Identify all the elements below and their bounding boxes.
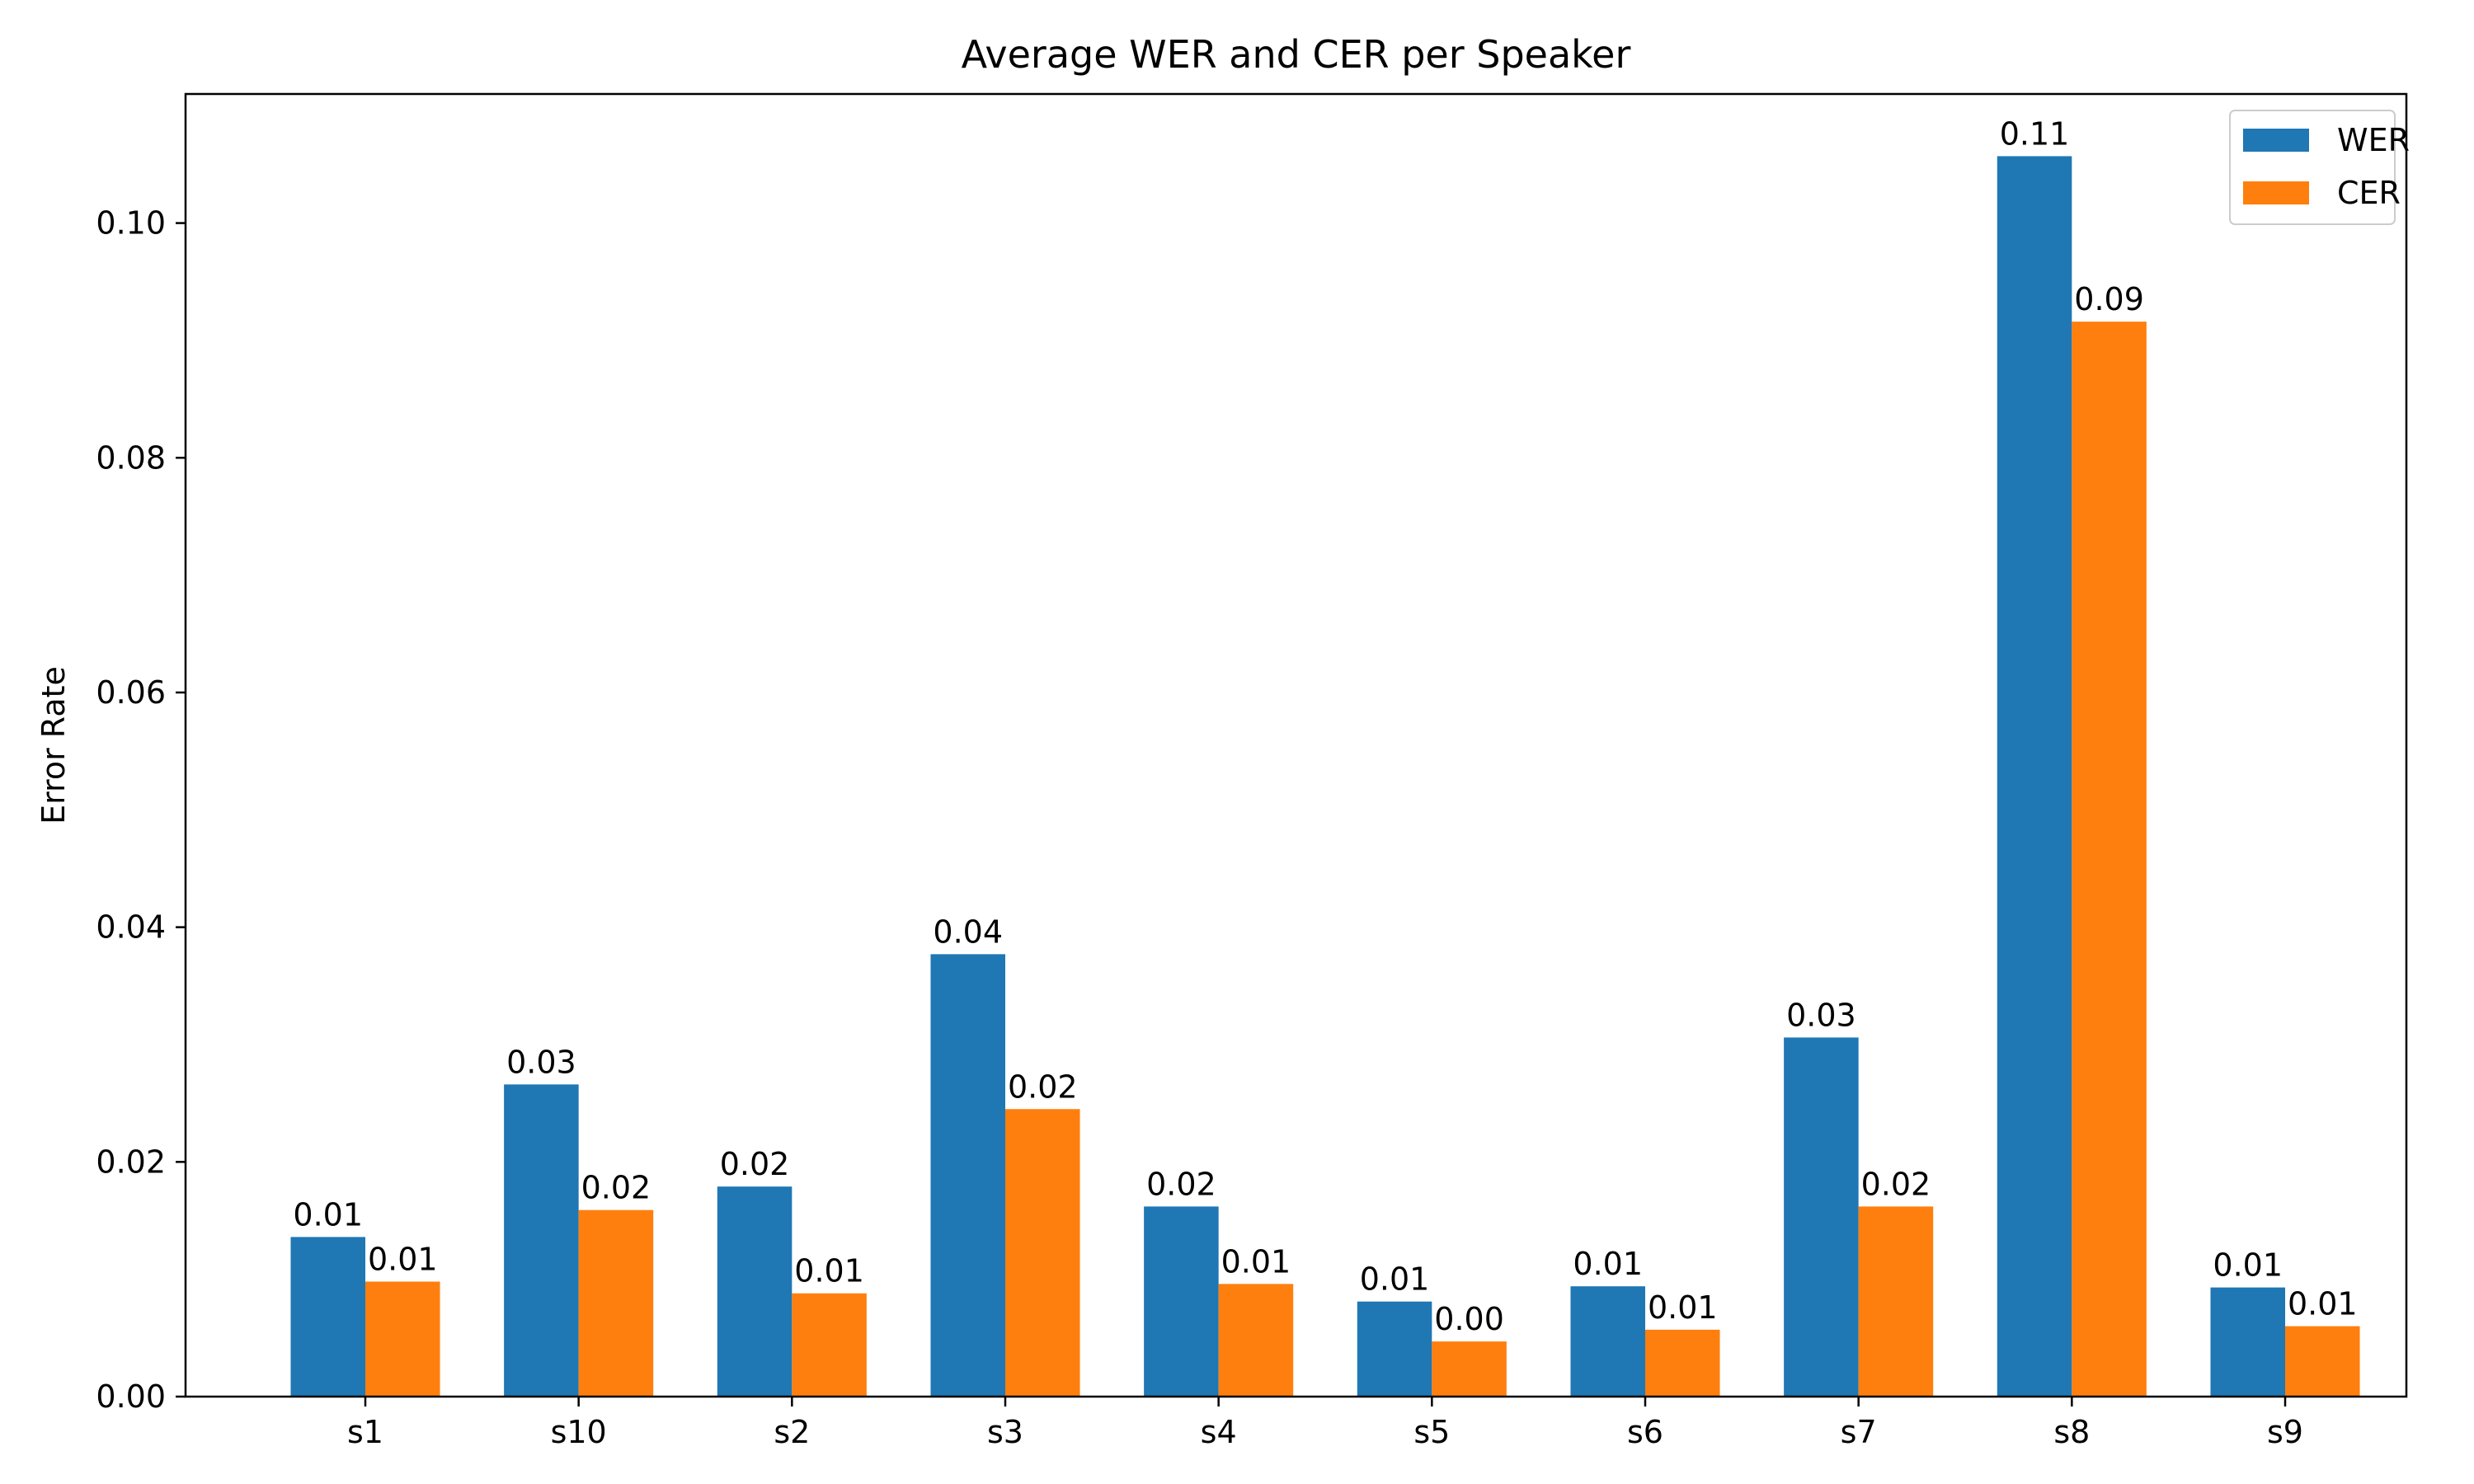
y-tick-label: 0.08: [96, 439, 166, 476]
bar-wer-s8: [1997, 156, 2072, 1397]
legend-swatch-cer: [2243, 181, 2309, 204]
bar-value-label: 0.01: [2288, 1286, 2358, 1322]
bar-wer-s1: [290, 1237, 365, 1397]
bar-cer-s7: [1858, 1206, 1934, 1397]
x-tick-label: s6: [1627, 1414, 1663, 1450]
bar-value-label: 0.03: [1786, 997, 1856, 1033]
bar-value-label: 0.01: [2213, 1247, 2283, 1284]
y-tick-label: 0.02: [96, 1144, 166, 1180]
legend: WER CER: [2229, 110, 2410, 225]
bar-value-label: 0.00: [1434, 1301, 1504, 1337]
bar-value-label: 0.02: [720, 1146, 790, 1182]
bar-wer-s9: [2210, 1287, 2285, 1397]
y-tick-label: 0.00: [96, 1378, 166, 1415]
bar-value-label: 0.01: [293, 1196, 363, 1233]
x-tick-label: s9: [2267, 1414, 2303, 1450]
plot-frame: [184, 92, 2408, 1398]
bar-value-labels: 0.010.030.020.040.020.01 0.010.030.110.01…: [293, 115, 2357, 1337]
bar-cer-s1: [365, 1281, 440, 1397]
bar-value-label: 0.11: [2000, 115, 2070, 152]
bar-value-label: 0.01: [368, 1242, 438, 1278]
y-tick-label: 0.06: [96, 674, 166, 711]
x-tick-label: s10: [551, 1414, 607, 1450]
x-tick-label: s3: [987, 1414, 1023, 1450]
bar-value-label: 0.02: [1861, 1166, 1931, 1202]
bar-value-label: 0.03: [506, 1044, 576, 1080]
bar-wer-s10: [504, 1084, 579, 1397]
chart-title: Average WER and CER per Speaker: [962, 32, 1631, 77]
bar-wer-s3: [930, 954, 1005, 1397]
y-tick-label: 0.04: [96, 909, 166, 946]
legend-label-cer: CER: [2337, 175, 2401, 211]
bar-cer-s5: [1432, 1341, 1507, 1397]
bar-value-label: 0.02: [1146, 1166, 1216, 1202]
x-tick-label: s2: [774, 1414, 810, 1450]
legend-swatch-wer: [2243, 129, 2309, 152]
bar-value-label: 0.01: [1573, 1246, 1643, 1282]
y-axis-label: Error Rate: [35, 666, 72, 824]
bar-cer-s2: [792, 1293, 867, 1397]
bar-cer-s8: [2072, 322, 2147, 1397]
bar-wer-s6: [1570, 1286, 1645, 1397]
legend-label-wer: WER: [2337, 122, 2410, 158]
axes-group: 0.00 0.02 0.04 0.06 0.08 0.10 s1 s10 s2 s3 s4 s5 s6 s…: [96, 92, 2408, 1450]
bar-cer-s9: [2285, 1326, 2360, 1397]
y-tick-label: 0.10: [96, 205, 166, 242]
x-tick-label: s5: [1413, 1414, 1450, 1450]
x-tick-label: s4: [1201, 1414, 1237, 1450]
bar-value-label: 0.02: [1008, 1068, 1078, 1105]
bar-value-label: 0.01: [1360, 1261, 1430, 1298]
bar-cer-s3: [1005, 1109, 1080, 1397]
x-tick-label: s8: [2053, 1414, 2090, 1450]
bars-group: [290, 156, 2360, 1397]
bar-wer-s5: [1357, 1301, 1432, 1397]
bar-value-label: 0.02: [581, 1170, 651, 1206]
bar-value-label: 0.01: [1221, 1243, 1291, 1280]
bar-value-label: 0.01: [1648, 1289, 1718, 1326]
bar-cer-s4: [1218, 1284, 1294, 1397]
bar-value-label: 0.01: [794, 1253, 864, 1289]
bar-cer-s6: [1645, 1329, 1720, 1397]
bar-value-label: 0.04: [933, 913, 1003, 950]
x-tick-label: s7: [1841, 1414, 1877, 1450]
bar-wer-s4: [1144, 1206, 1219, 1397]
bar-cer-s10: [578, 1209, 654, 1397]
bar-value-label: 0.09: [2074, 281, 2144, 317]
x-tick-label: s1: [347, 1414, 383, 1450]
bar-wer-s2: [717, 1186, 793, 1397]
bar-wer-s7: [1784, 1037, 1859, 1397]
